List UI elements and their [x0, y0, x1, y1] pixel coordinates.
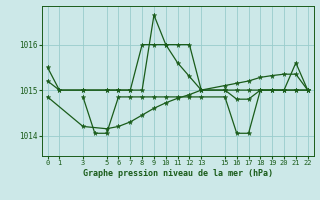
X-axis label: Graphe pression niveau de la mer (hPa): Graphe pression niveau de la mer (hPa) [83, 169, 273, 178]
